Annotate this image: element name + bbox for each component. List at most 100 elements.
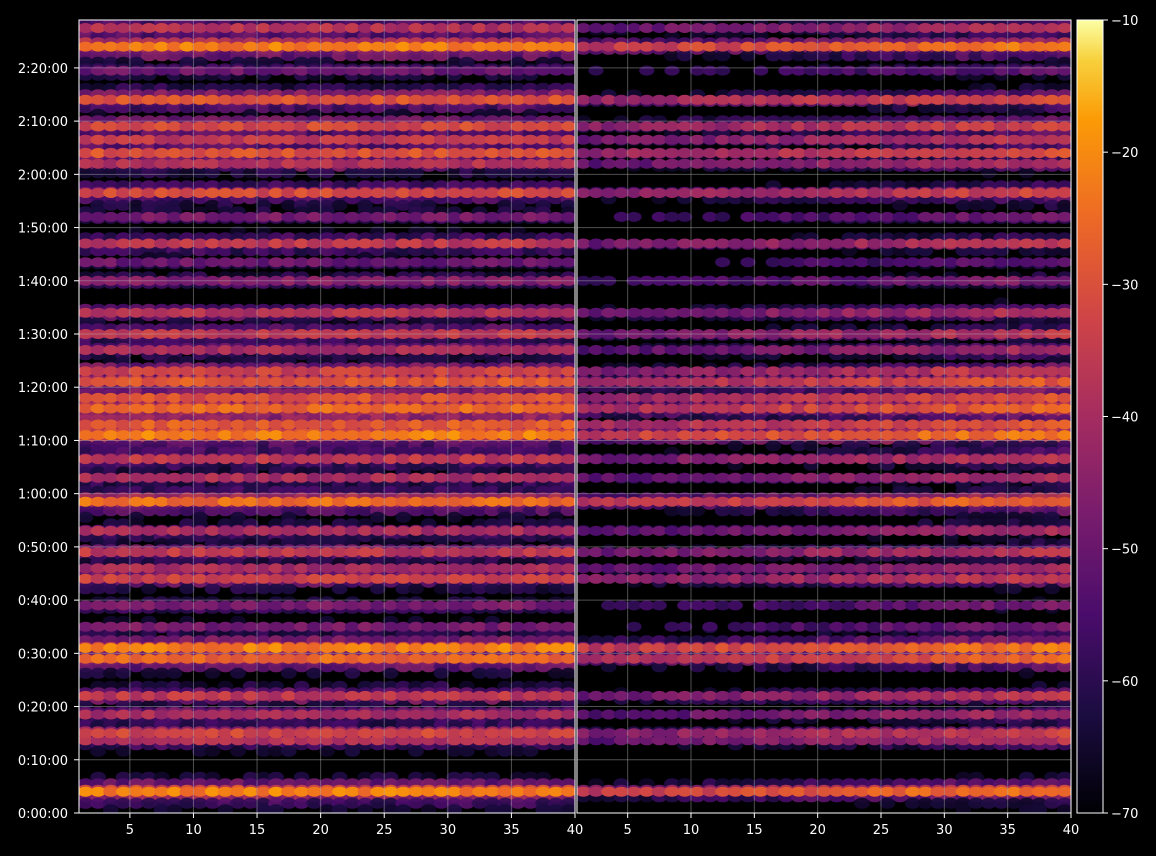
heatmap-band-cell xyxy=(90,454,106,465)
heatmap-band-cell xyxy=(446,643,462,653)
heatmap-cell xyxy=(370,102,386,114)
heatmap-cell xyxy=(509,511,526,523)
heatmap-cell xyxy=(217,102,234,114)
heatmap-cell xyxy=(344,102,361,114)
heatmap-band-cell xyxy=(306,345,322,355)
heatmap-band-cell xyxy=(268,329,284,339)
heatmap-band-cell xyxy=(332,525,348,536)
heatmap-band-cell xyxy=(243,238,259,249)
heatmap-cell xyxy=(408,797,424,809)
heatmap-cell xyxy=(484,505,501,517)
heatmap-band-cell xyxy=(395,472,411,483)
heatmap-band-cell xyxy=(268,238,284,249)
heatmap-band-cell xyxy=(459,419,475,430)
heatmap-band-cell xyxy=(230,600,246,611)
heatmap-cell xyxy=(179,102,196,114)
heatmap-band-cell xyxy=(192,392,208,403)
heatmap-cell xyxy=(230,667,246,679)
heatmap-band-cell xyxy=(332,653,348,664)
heatmap-cell xyxy=(293,245,310,257)
heatmap-band-cell xyxy=(115,735,132,746)
heatmap-band-cell xyxy=(192,366,208,377)
heatmap-band-cell xyxy=(166,690,182,701)
heatmap-band-cell xyxy=(192,257,208,268)
heatmap-band-cell xyxy=(115,366,132,377)
heatmap-band-cell xyxy=(230,392,246,403)
heatmap-band-cell xyxy=(472,563,488,574)
heatmap-band-cell xyxy=(344,621,360,632)
heatmap-band-cell xyxy=(204,307,221,318)
heatmap-band-cell xyxy=(192,690,208,701)
heatmap-cell xyxy=(370,661,386,673)
heatmap-band-cell xyxy=(484,547,500,558)
heatmap-band-cell xyxy=(204,366,221,377)
heatmap-band-cell xyxy=(433,275,450,286)
heatmap-band-cell xyxy=(459,238,475,249)
heatmap-band-cell xyxy=(446,275,462,286)
heatmap-band-cell xyxy=(497,419,513,430)
heatmap-band-cell xyxy=(497,735,513,746)
heatmap-band-cell xyxy=(319,496,335,507)
heatmap-band-cell xyxy=(484,238,500,249)
heatmap-cell xyxy=(128,167,145,179)
heatmap-cells-left xyxy=(79,20,575,813)
heatmap-band-cell xyxy=(179,472,195,483)
heatmap-band-cell xyxy=(281,211,297,222)
heatmap-band-cell xyxy=(357,786,373,797)
heatmap-cell xyxy=(509,167,526,179)
heatmap-band-cell xyxy=(459,403,475,414)
heatmap-band-cell xyxy=(268,525,284,536)
heatmap-band-cell xyxy=(344,307,360,318)
heatmap-band-cell xyxy=(204,600,221,611)
heatmap-band-cell xyxy=(472,211,488,222)
heatmap-band-cell xyxy=(522,690,539,701)
heatmap-band-cell xyxy=(459,454,475,465)
heatmap-band-cell xyxy=(79,238,93,249)
heatmap-band-cell xyxy=(90,563,106,574)
heatmap-band-cell xyxy=(383,345,399,355)
heatmap-band-cell xyxy=(154,403,170,414)
heatmap-band-cell xyxy=(561,709,575,720)
heatmap-band-cell xyxy=(141,653,157,664)
heatmap-band-cell xyxy=(217,573,233,584)
heatmap-band-cell xyxy=(548,392,564,403)
heatmap-band-cell xyxy=(268,454,284,465)
heatmap-band-cell xyxy=(446,525,462,536)
heatmap-band-cell xyxy=(446,454,462,465)
heatmap-band-cell xyxy=(535,211,551,222)
heatmap-band-cell xyxy=(548,573,564,584)
heatmap-band-cell xyxy=(90,419,106,430)
heatmap-band-cell xyxy=(408,376,424,387)
heatmap-cell xyxy=(522,505,539,517)
heatmap-band-cell xyxy=(548,211,564,222)
heatmap-cell xyxy=(306,167,323,179)
heatmap-band-cell xyxy=(548,430,564,441)
heatmap-band-cell xyxy=(281,525,297,536)
heatmap-cell xyxy=(522,583,539,595)
heatmap-cell xyxy=(280,745,297,757)
heatmap-band-cell xyxy=(433,376,450,387)
heatmap-band-cell xyxy=(446,345,462,355)
heatmap-band-cell xyxy=(294,735,310,746)
heatmap-band-cell xyxy=(103,430,119,441)
heatmap-cell xyxy=(395,245,412,257)
heatmap-band-cell xyxy=(154,211,170,222)
heatmap-band-cell xyxy=(497,403,513,414)
heatmap-band-cell xyxy=(141,257,157,268)
heatmap-band-cell xyxy=(484,419,500,430)
heatmap-band-cell xyxy=(255,600,271,611)
heatmap-band-cell xyxy=(192,307,208,318)
heatmap-band-cell xyxy=(179,653,195,664)
heatmap-cell xyxy=(90,745,106,757)
heatmap-cell xyxy=(331,50,348,62)
heatmap-band-cell xyxy=(561,728,575,739)
heatmap-cell xyxy=(370,50,386,62)
heatmap-band-cell xyxy=(484,366,500,377)
heatmap-band-cell xyxy=(522,496,539,507)
heatmap-cell xyxy=(217,245,234,257)
heatmap-band-cell xyxy=(357,392,373,403)
heatmap-band-cell xyxy=(319,307,335,318)
heatmap-band-cell xyxy=(446,496,462,507)
heatmap-band-cell xyxy=(141,735,157,746)
heatmap-band-cell xyxy=(115,643,132,653)
